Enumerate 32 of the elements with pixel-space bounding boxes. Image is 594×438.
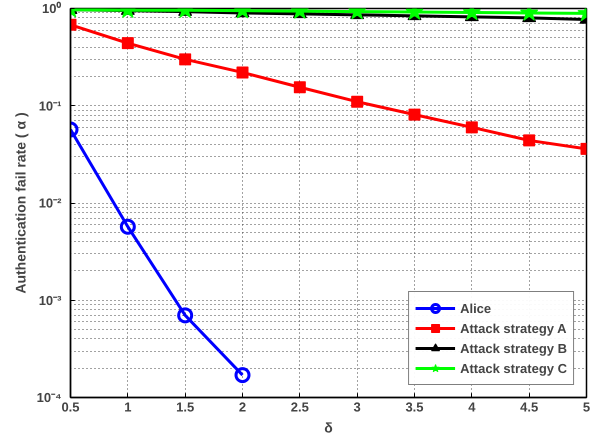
- point: [234, 367, 250, 384]
- x-tick-label: 3: [354, 400, 361, 414]
- legend-label: Attack strategy C: [460, 360, 567, 377]
- x-tick-label: 2: [238, 400, 246, 414]
- point: [408, 108, 420, 121]
- x-tick-label: 3.5: [405, 400, 424, 414]
- y-tick-label: 10⁻²: [38, 196, 62, 210]
- x-tick-label: 2.5: [290, 400, 309, 414]
- point: [294, 81, 306, 94]
- point: [177, 307, 194, 324]
- point: [179, 53, 192, 66]
- legend-label: Attack strategy A: [460, 320, 567, 337]
- y-tick-label: 10⁻³: [38, 292, 62, 308]
- x-tick-label: 1: [124, 400, 132, 414]
- point: [466, 121, 478, 134]
- x-tick-label: 0.5: [61, 400, 80, 414]
- x-tick-label: 4.5: [520, 400, 538, 414]
- x-tick-label: 4: [468, 400, 476, 414]
- y-tick-label: 10⁻¹: [38, 98, 62, 114]
- point: [236, 66, 248, 78]
- x-axis-title: δ: [324, 420, 333, 436]
- x-tick-label: 1.5: [176, 400, 194, 414]
- point: [122, 37, 134, 50]
- legend-label: Alice: [460, 300, 492, 317]
- point: [120, 218, 136, 235]
- legend-label: Attack strategy B: [460, 340, 567, 357]
- point: [351, 96, 364, 108]
- point: [523, 134, 536, 146]
- y-axis-title: Authentication fail rate ( α ): [12, 112, 29, 294]
- y-tick-label: 10⁰: [42, 1, 62, 16]
- y-tick-label: 10⁻⁴: [36, 390, 62, 405]
- x-tick-label: 5: [582, 400, 590, 414]
